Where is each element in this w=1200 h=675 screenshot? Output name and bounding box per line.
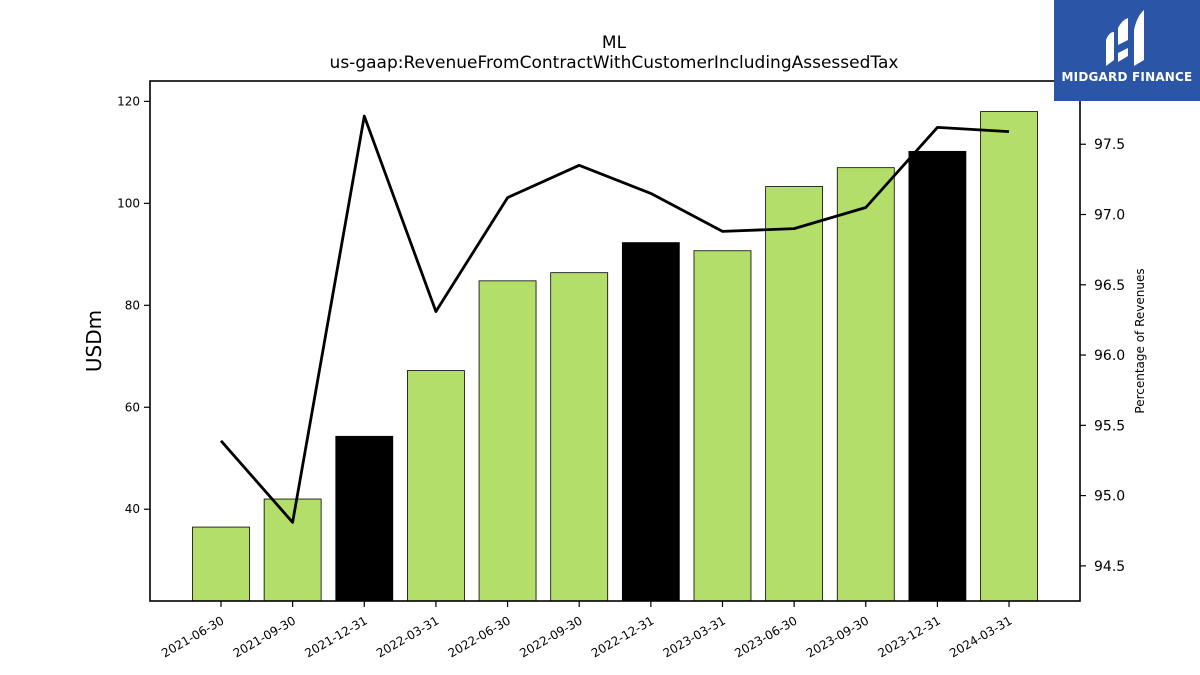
bar [908,150,967,602]
bar [693,250,752,602]
bar [765,186,824,602]
y2-tick-label: 95.5 [1094,418,1125,434]
midgard-finance-logo: MIDGARD FINANCE [1054,0,1200,101]
bar [407,370,465,602]
right-axis: 94.5 95.0 95.5 96.0 96.5 97.0 97.5 [1080,137,1125,575]
x-tick-label: 2023-09-30 [804,613,871,660]
y-tick-label: 40 [125,502,140,516]
bar [192,526,250,602]
plot-frame [149,80,1081,602]
y-tick-label: 60 [125,400,140,414]
left-axis: 40 60 80 100 120 [117,94,150,516]
x-tick-label: 2023-03-31 [661,613,728,660]
bar [980,111,1038,602]
x-tick-label: 2022-03-31 [374,613,441,660]
chart-subtitle: us-gaap:RevenueFromContractWithCustomerI… [330,53,899,73]
y-tick-label: 100 [117,196,140,210]
y-axis-label: USDm [82,310,106,372]
y2-tick-label: 94.5 [1094,559,1125,575]
y2-tick-label: 96.5 [1094,278,1125,294]
bar [550,272,609,602]
bar [836,167,895,602]
percentage-line [219,114,1010,524]
bar [478,280,537,602]
x-tick-label: 2022-12-31 [589,613,656,660]
x-tick-label: 2021-12-31 [302,613,369,660]
x-axis: 2021-06-30 2021-09-30 2021-12-31 2022-03-31… [159,601,1015,660]
y2-tick-label: 97.0 [1094,208,1125,224]
y-tick-label: 80 [125,298,140,312]
y2-axis-label: Percentage of Revenues [1133,268,1147,413]
line-series [219,114,1010,524]
bar-series [192,111,1038,602]
x-tick-label: 2024-03-31 [947,613,1014,660]
x-tick-label: 2023-06-30 [732,613,799,660]
x-tick-label: 2023-12-31 [875,613,942,660]
y2-tick-label: 95.0 [1094,489,1125,505]
bar [621,242,680,602]
y2-tick-label: 96.0 [1094,348,1125,364]
x-tick-label: 2022-06-30 [446,613,513,660]
x-tick-label: 2022-09-30 [517,613,584,660]
logo-text: MIDGARD FINANCE [1061,70,1193,84]
y2-tick-label: 97.5 [1094,137,1125,153]
chart-title: ML [602,33,627,53]
x-tick-label: 2021-06-30 [159,613,226,660]
y-tick-label: 120 [117,94,140,108]
x-tick-label: 2021-09-30 [231,613,298,660]
logo-mark-icon [1106,10,1144,66]
bar [335,435,394,602]
